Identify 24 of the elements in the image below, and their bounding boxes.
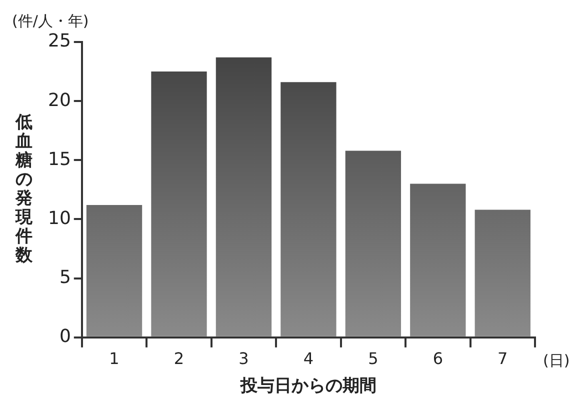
x-tick-label: 5 — [368, 349, 378, 368]
x-tick-label: 2 — [174, 349, 184, 368]
y-axis-title: 低血糖の発現件数 — [14, 112, 34, 266]
x-axis-title: 投与日からの期間 — [239, 376, 376, 396]
text: (日) — [543, 351, 570, 370]
bar — [280, 82, 336, 336]
y-tick-label: 0 — [59, 326, 71, 348]
y-tick-label: 20 — [48, 90, 71, 111]
bar — [345, 150, 402, 336]
bar — [410, 184, 466, 336]
y-tick-label: 25 — [48, 30, 71, 52]
y-tick-label: 15 — [48, 148, 71, 170]
x-tick-label: 3 — [238, 349, 249, 368]
y-tick-label: 10 — [48, 208, 71, 229]
x-tick-label: 7 — [498, 349, 508, 368]
x-tick-label: 4 — [303, 349, 314, 368]
bar — [474, 210, 530, 336]
bar — [86, 205, 142, 336]
bar — [151, 72, 207, 336]
x-tick-label: 1 — [109, 349, 120, 368]
y-tick-label: 5 — [59, 266, 71, 288]
x-tick-label: 6 — [432, 349, 443, 368]
text: (件/人・年) — [12, 12, 89, 30]
bar — [216, 57, 272, 336]
